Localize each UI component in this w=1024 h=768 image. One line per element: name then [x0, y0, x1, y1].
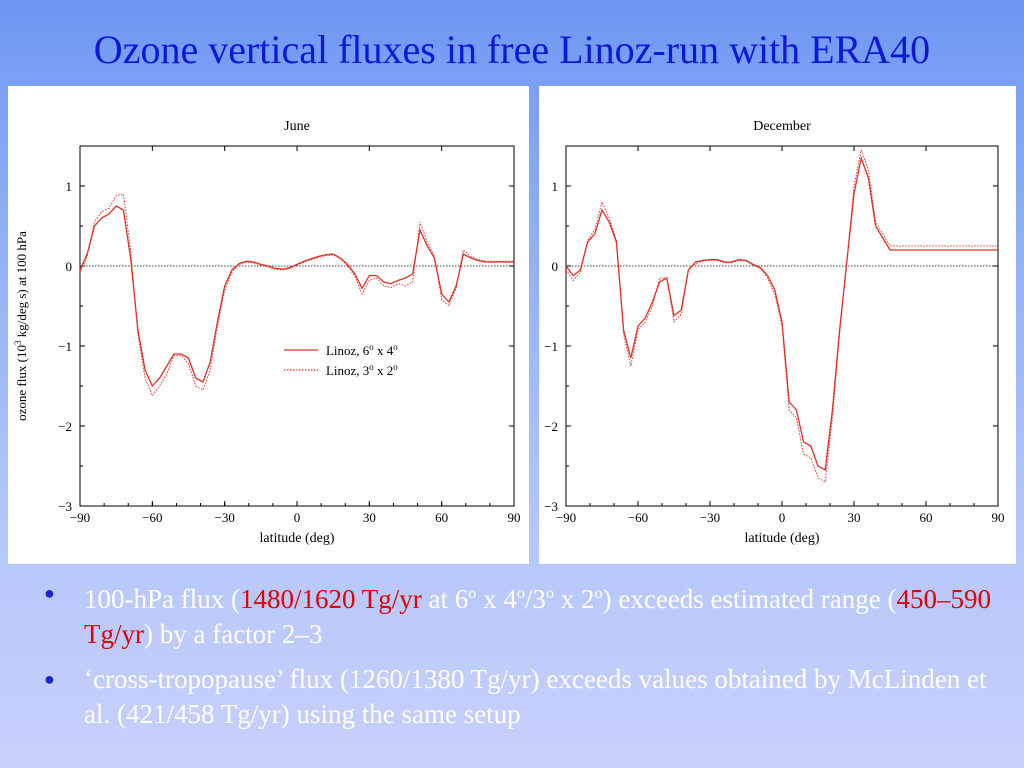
chart-panel-june: June −90 −60 −30 0 30 60 90 −3 −2 −1 0 1 latitude (de… [8, 86, 529, 564]
x-axis-label: latitude (deg) [259, 531, 334, 546]
y-tick-label: −1 [544, 339, 558, 354]
y-tick-label: −3 [544, 499, 558, 514]
bullet-text: at 6 [421, 584, 469, 614]
x-tick-label: 60 [435, 510, 448, 525]
bullet-sup: o [516, 584, 525, 602]
y-tick-label: −2 [544, 419, 558, 434]
series-line-solid [79, 205, 514, 388]
bullet-sup: o [594, 584, 603, 602]
bullet-highlight: 450–590 Tg/yr [84, 584, 991, 649]
x-tick-label: 0 [779, 510, 786, 525]
y-tick-label: −2 [58, 419, 72, 434]
bullet-text: ) by a factor 2–3 [144, 619, 323, 649]
bullet-text: x 2 [554, 584, 595, 614]
x-tick-label: −30 [700, 510, 720, 525]
bullet-dot-icon: ● [44, 669, 55, 689]
x-tick-label: 60 [920, 510, 933, 525]
y-axis-label: ozone flux (103 kg/deg s) at 100 hPa [13, 231, 29, 421]
chart-title: June [284, 119, 310, 134]
bullet-text: ‘cross-tropopause’ flux (1260/1380 Tg/yr… [84, 664, 987, 729]
chart-panel-december: December −90 −60 −30 0 30 60 90 −3 −2 −1 0 1 latitude… [539, 86, 1016, 564]
x-axis-label: latitude (deg) [744, 531, 819, 546]
x-tick-label: 90 [508, 510, 521, 525]
bullet-sup: o [545, 584, 555, 602]
bullet-text: /3 [524, 584, 546, 614]
y-tick-label: 0 [552, 259, 559, 274]
bullet-item: ● 100-hPa flux (1480/1620 Tg/yr at 6o x … [44, 576, 1019, 652]
bullet-text: 100-hPa flux ( [84, 584, 240, 614]
x-tick-label: 0 [294, 510, 301, 525]
series-line-dotted [565, 148, 998, 483]
chart-december: December −90 −60 −30 0 30 60 90 −3 −2 −1 0 1 latitude… [544, 119, 1005, 546]
bullet-list: ● 100-hPa flux (1480/1620 Tg/yr at 6o x … [44, 576, 1019, 742]
bullet-sup: o [468, 584, 477, 602]
x-tick-label: 30 [848, 510, 861, 525]
x-tick-label: 90 [992, 510, 1005, 525]
y-tick-label: 1 [66, 179, 73, 194]
chart-june: June −90 −60 −30 0 30 60 90 −3 −2 −1 0 1 latitude (de… [13, 119, 521, 546]
series-line-solid [565, 155, 998, 472]
bullet-text: x 4 [476, 584, 517, 614]
series-line-dotted [79, 193, 514, 397]
y-tick-label: −1 [58, 339, 72, 354]
legend-label: Linoz, 6o x 4o [326, 342, 398, 358]
x-tick-label: 30 [363, 510, 376, 525]
bullet-highlight: 1480/1620 Tg/yr [239, 584, 422, 614]
x-tick-label: −90 [556, 510, 576, 525]
x-tick-label: −90 [70, 510, 90, 525]
y-tick-label: −3 [58, 499, 72, 514]
bullet-item: ● ‘cross-tropopause’ flux (1260/1380 Tg/… [44, 662, 1019, 732]
x-tick-label: −60 [628, 510, 648, 525]
bullet-text: ) exceeds estimated range ( [602, 584, 897, 614]
y-tick-label: 1 [552, 179, 559, 194]
x-tick-label: −60 [142, 510, 162, 525]
plot-frame [79, 145, 515, 507]
legend-label: Linoz, 3o x 2o [326, 362, 398, 378]
y-tick-label: 0 [66, 259, 73, 274]
slide-title: Ozone vertical fluxes in free Linoz-run … [93, 27, 931, 72]
bullet-dot-icon: ● [44, 583, 55, 603]
x-tick-label: −30 [214, 510, 234, 525]
chart-title: December [753, 119, 811, 134]
